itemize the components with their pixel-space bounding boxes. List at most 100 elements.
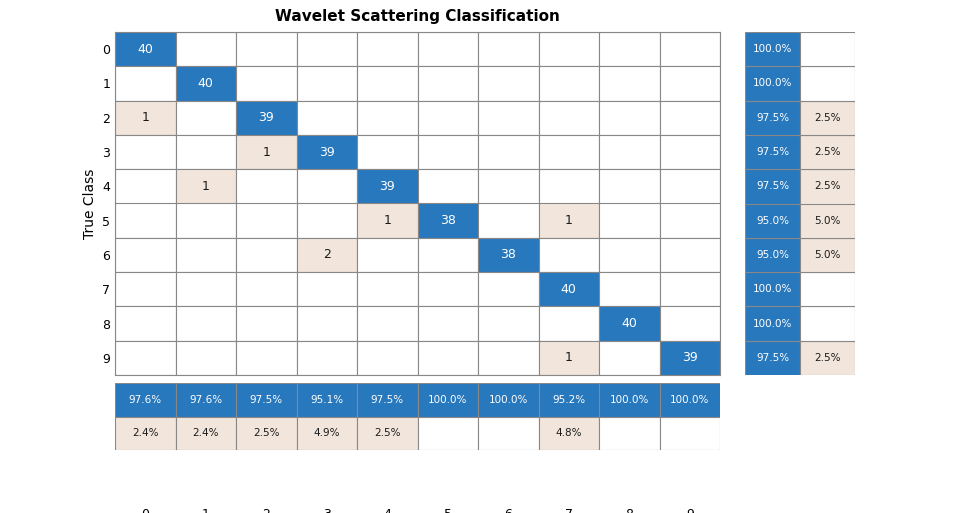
Bar [357, 101, 418, 135]
Bar [478, 135, 539, 169]
Bar [660, 66, 720, 101]
Bar [599, 135, 660, 169]
Bar [176, 135, 236, 169]
Bar [660, 383, 720, 417]
Bar [176, 341, 236, 375]
Bar [800, 169, 855, 204]
Bar [599, 101, 660, 135]
Bar [745, 66, 800, 101]
Bar [297, 272, 357, 306]
Bar [745, 101, 800, 135]
Bar [599, 204, 660, 238]
Bar [297, 341, 357, 375]
Bar [539, 306, 599, 341]
Text: 97.6%: 97.6% [129, 394, 162, 405]
Text: 2.5%: 2.5% [814, 353, 841, 363]
Bar [236, 169, 297, 204]
Bar [599, 417, 660, 450]
Text: 95.1%: 95.1% [310, 394, 344, 405]
Bar [745, 204, 800, 238]
Text: 100.0%: 100.0% [753, 284, 792, 294]
Bar [418, 169, 478, 204]
Bar [115, 306, 176, 341]
Bar [176, 204, 236, 238]
Bar [660, 306, 720, 341]
Text: 39: 39 [319, 146, 335, 159]
Bar [418, 66, 478, 101]
Text: 39: 39 [379, 180, 396, 193]
Bar [800, 135, 855, 169]
Bar [539, 238, 599, 272]
Bar [115, 101, 176, 135]
Text: 2.5%: 2.5% [814, 147, 841, 157]
Bar [539, 417, 599, 450]
Bar [115, 32, 176, 66]
Text: 5.0%: 5.0% [814, 250, 841, 260]
Bar [418, 341, 478, 375]
Text: 100.0%: 100.0% [489, 394, 528, 405]
Bar [297, 306, 357, 341]
Bar [176, 169, 236, 204]
Bar [599, 306, 660, 341]
Bar [115, 135, 176, 169]
Bar [236, 66, 297, 101]
Bar [478, 272, 539, 306]
Text: 40: 40 [198, 77, 214, 90]
Text: 100.0%: 100.0% [753, 78, 792, 88]
Text: 2: 2 [323, 248, 330, 262]
Bar [176, 417, 236, 450]
Bar [660, 169, 720, 204]
Bar [418, 417, 478, 450]
Bar [357, 204, 418, 238]
Bar [297, 169, 357, 204]
Bar [176, 306, 236, 341]
Text: 2.5%: 2.5% [374, 428, 400, 438]
Bar [236, 135, 297, 169]
Bar [236, 204, 297, 238]
Bar [539, 32, 599, 66]
Bar [418, 306, 478, 341]
Bar [115, 169, 176, 204]
Text: 97.5%: 97.5% [250, 394, 283, 405]
Bar [297, 135, 357, 169]
Bar [357, 306, 418, 341]
Text: 1: 1 [383, 214, 391, 227]
Text: 97.5%: 97.5% [756, 147, 789, 157]
Text: 97.6%: 97.6% [189, 394, 223, 405]
Bar [236, 417, 297, 450]
Text: 2.5%: 2.5% [253, 428, 279, 438]
Text: 1: 1 [262, 146, 270, 159]
Text: 5.0%: 5.0% [814, 215, 841, 226]
Bar [660, 204, 720, 238]
Bar [115, 417, 176, 450]
Bar [115, 204, 176, 238]
Bar [539, 383, 599, 417]
Bar [236, 383, 297, 417]
Text: 100.0%: 100.0% [753, 319, 792, 328]
Text: 39: 39 [258, 111, 275, 124]
Bar [539, 169, 599, 204]
Bar [539, 135, 599, 169]
Text: 1: 1 [564, 214, 573, 227]
Bar [599, 341, 660, 375]
Bar [599, 272, 660, 306]
Text: 4.9%: 4.9% [314, 428, 340, 438]
Bar [297, 32, 357, 66]
Bar [357, 32, 418, 66]
Bar [357, 417, 418, 450]
Text: 40: 40 [621, 317, 637, 330]
Bar [357, 135, 418, 169]
Bar [745, 32, 800, 66]
Bar [745, 135, 800, 169]
Bar [599, 32, 660, 66]
Text: 97.5%: 97.5% [371, 394, 404, 405]
Bar [478, 306, 539, 341]
Bar [800, 204, 855, 238]
Bar [115, 341, 176, 375]
Bar [236, 101, 297, 135]
Bar [478, 238, 539, 272]
Bar [297, 238, 357, 272]
Bar [418, 135, 478, 169]
Bar [236, 238, 297, 272]
Bar [539, 66, 599, 101]
